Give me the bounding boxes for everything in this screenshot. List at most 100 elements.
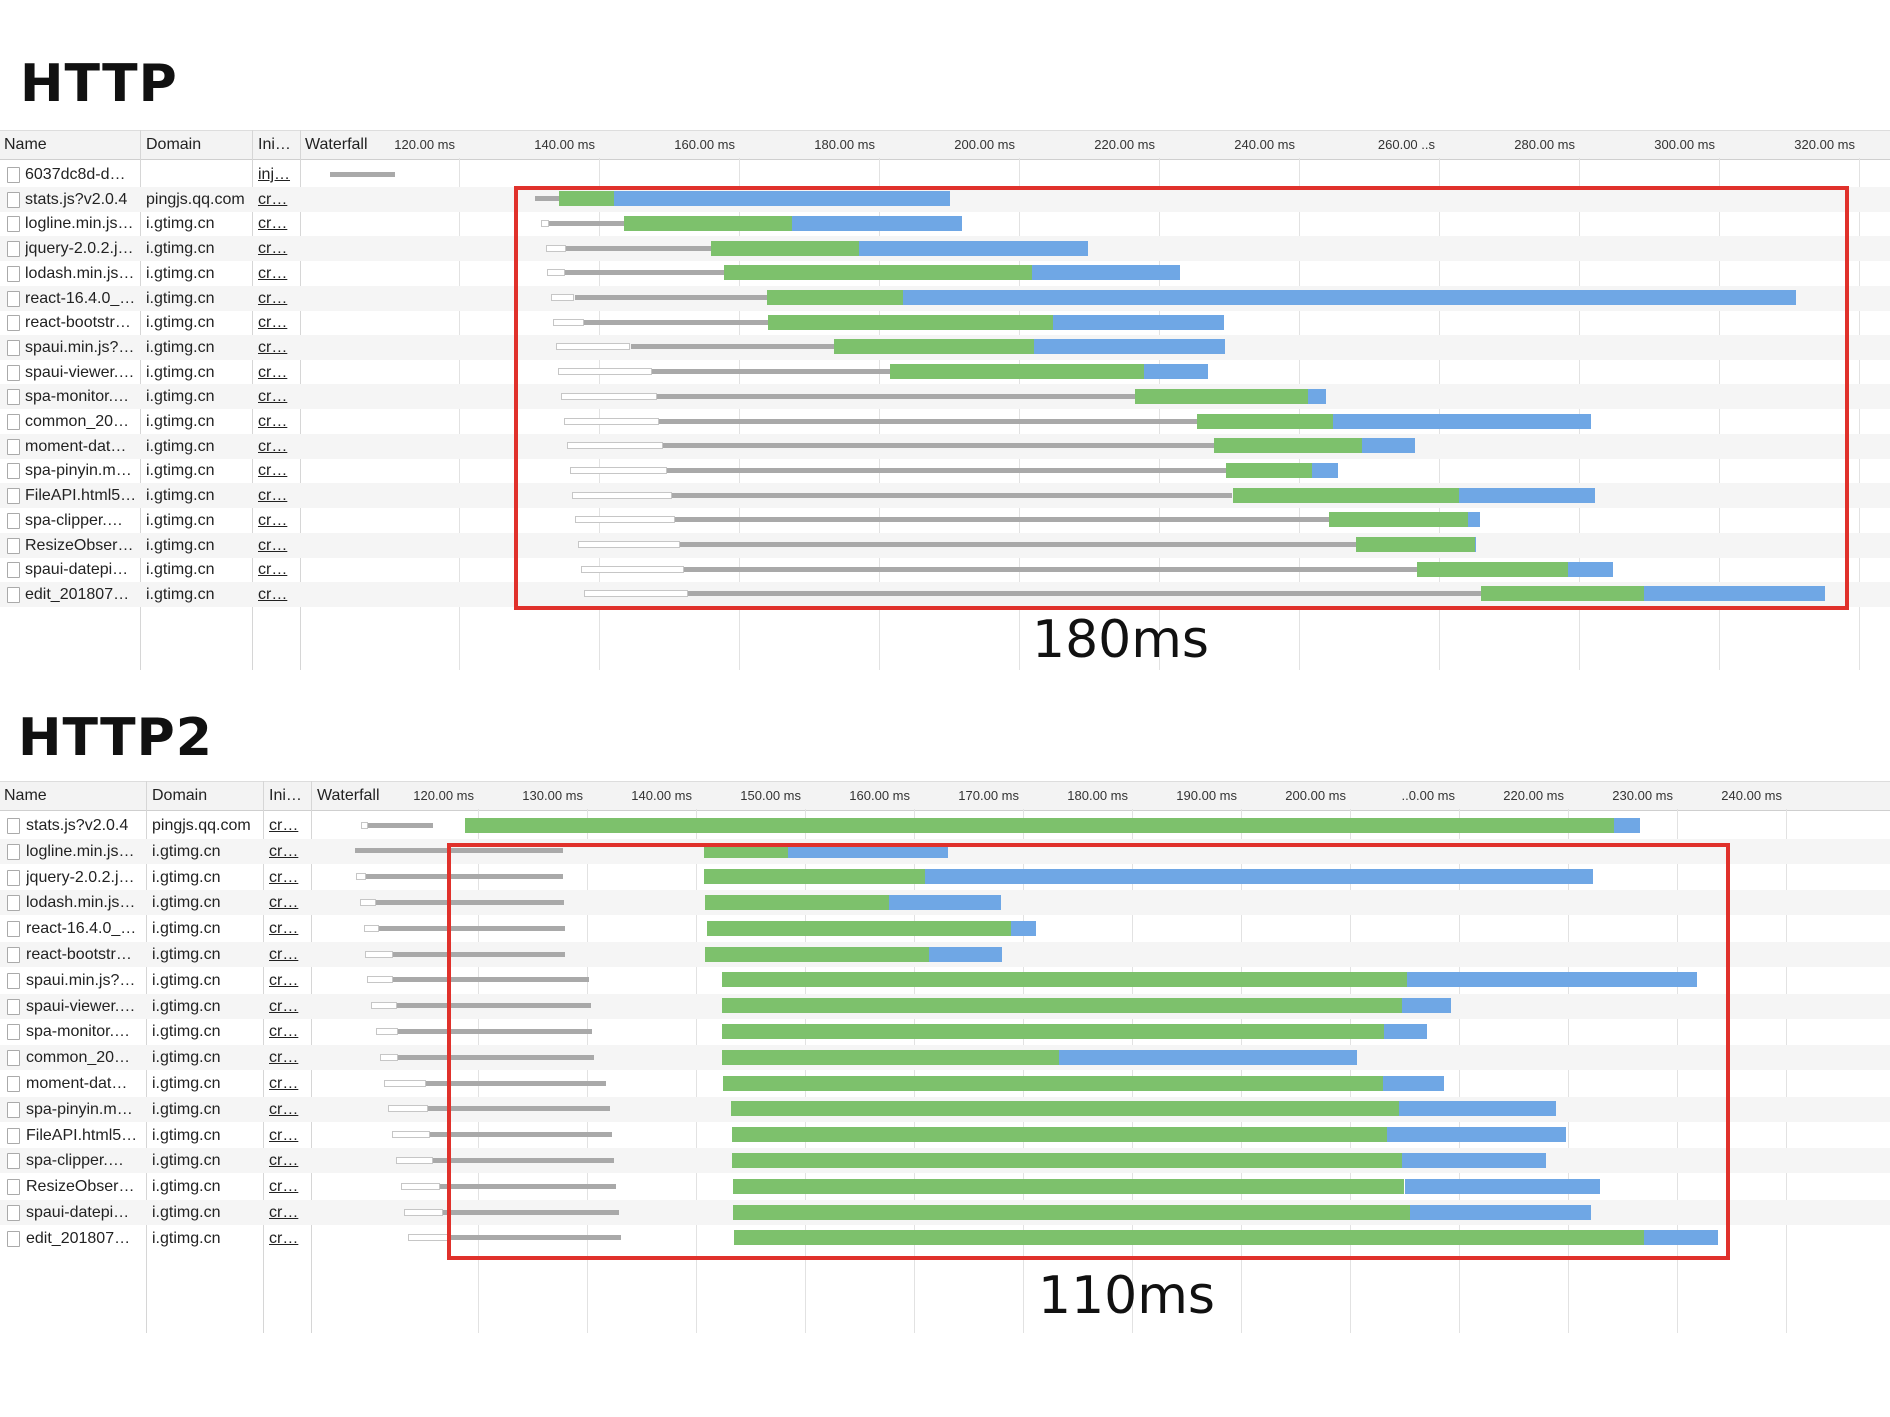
request-name[interactable]: spaui-viewer.…	[25, 363, 135, 381]
timing-waiting-bar[interactable]	[723, 1075, 1383, 1091]
timing-download-bar[interactable]	[1332, 413, 1591, 429]
timing-queued-bar[interactable]	[371, 1002, 398, 1010]
timing-queued-bar[interactable]	[360, 898, 376, 906]
timing-queued-bar[interactable]	[355, 873, 366, 881]
request-initiator-link[interactable]: cr…	[269, 1100, 299, 1118]
timing-waiting-bar[interactable]	[559, 191, 615, 207]
table-row[interactable]: logline.min.js… i.gtimg.cn cr…	[0, 211, 1890, 236]
timing-queued-bar[interactable]	[566, 442, 664, 450]
header-domain[interactable]: Domain	[146, 136, 202, 153]
request-initiator-link[interactable]: cr…	[269, 920, 299, 938]
timing-queued-bar[interactable]	[361, 821, 368, 829]
header-domain[interactable]: Domain	[152, 787, 208, 804]
timing-download-bar[interactable]	[1567, 561, 1614, 577]
timing-download-bar[interactable]	[1058, 1049, 1357, 1065]
header-name[interactable]: Name	[4, 787, 47, 804]
request-initiator-link[interactable]: cr…	[258, 338, 288, 356]
header-initiator[interactable]: Ini…	[269, 787, 302, 804]
timing-stalled-bar[interactable]	[443, 1209, 619, 1215]
timing-queued-bar[interactable]	[384, 1079, 426, 1087]
request-initiator-link[interactable]: cr…	[269, 1178, 299, 1196]
request-name[interactable]: react-bootstr…	[26, 946, 132, 963]
request-initiator-link[interactable]: cr…	[258, 536, 288, 554]
timing-queued-bar[interactable]	[540, 219, 550, 227]
request-initiator-link[interactable]: cr…	[258, 240, 288, 258]
request-name[interactable]: moment-dat…	[26, 1075, 128, 1092]
timing-queued-bar[interactable]	[575, 516, 676, 524]
timing-waiting-bar[interactable]	[704, 894, 889, 910]
timing-stalled-bar[interactable]	[433, 1157, 615, 1163]
timing-queued-bar[interactable]	[366, 976, 393, 984]
request-initiator-link[interactable]: cr…	[258, 437, 288, 455]
request-initiator-link[interactable]: cr…	[269, 1229, 299, 1247]
timing-queued-bar[interactable]	[403, 1208, 444, 1216]
request-initiator-link[interactable]: cr…	[258, 363, 288, 381]
timing-waiting-bar[interactable]	[890, 364, 1144, 380]
table-row[interactable]: jquery-2.0.2.j… i.gtimg.cn cr…	[0, 865, 1890, 890]
timing-download-bar[interactable]	[929, 946, 1003, 962]
timing-waiting-bar[interactable]	[464, 817, 1614, 833]
timing-stalled-bar[interactable]	[398, 1028, 593, 1034]
request-name[interactable]: 6037dc8d-d…	[25, 166, 126, 183]
timing-stalled-bar[interactable]	[430, 1132, 613, 1138]
request-initiator-link[interactable]: cr…	[269, 1204, 299, 1221]
timing-download-bar[interactable]	[1409, 1204, 1591, 1220]
request-name[interactable]: FileAPI.html5…	[26, 1126, 138, 1144]
request-name[interactable]: edit_201807…	[25, 585, 130, 603]
timing-queued-bar[interactable]	[555, 343, 631, 351]
timing-stalled-bar[interactable]	[574, 295, 767, 300]
request-initiator-link[interactable]: cr…	[258, 487, 288, 505]
timing-queued-bar[interactable]	[569, 466, 667, 474]
timing-waiting-bar[interactable]	[733, 1204, 1410, 1220]
timing-waiting-bar[interactable]	[711, 240, 859, 256]
request-name[interactable]: react-16.4.0_…	[26, 920, 137, 938]
header-initiator[interactable]: Ini…	[258, 136, 291, 153]
table-row[interactable]: spaui-datepi… i.gtimg.cn cr…	[0, 1200, 1890, 1225]
timing-queued-bar[interactable]	[387, 1105, 428, 1113]
timing-waiting-bar[interactable]	[722, 972, 1407, 988]
timing-stalled-bar[interactable]	[367, 822, 434, 828]
timing-download-bar[interactable]	[1033, 339, 1225, 355]
timing-waiting-bar[interactable]	[767, 290, 903, 305]
request-initiator-link[interactable]: cr…	[269, 997, 299, 1015]
timing-download-bar[interactable]	[792, 215, 962, 231]
table-row[interactable]: edit_201807… i.gtimg.cn cr…	[0, 1226, 1890, 1251]
request-initiator-link[interactable]: cr…	[258, 585, 288, 603]
request-initiator-link[interactable]: cr…	[269, 817, 299, 834]
request-name[interactable]: spaui.min.js?…	[25, 338, 135, 356]
timing-stalled-bar[interactable]	[392, 977, 590, 983]
timing-waiting-bar[interactable]	[730, 1101, 1400, 1117]
table-row[interactable]: spaui.min.js?… i.gtimg.cn cr…	[0, 968, 1890, 993]
table-row[interactable]: spa-monitor.… i.gtimg.cn cr…	[0, 1019, 1890, 1044]
request-initiator-link[interactable]: cr…	[269, 946, 299, 963]
request-name[interactable]: spa-pinyin.m…	[25, 462, 132, 480]
timing-stalled-bar[interactable]	[439, 1183, 617, 1189]
request-initiator-link[interactable]: inj…	[258, 166, 291, 183]
timing-waiting-bar[interactable]	[1481, 586, 1645, 602]
table-row[interactable]: 6037dc8d-d… inj…	[0, 162, 1890, 187]
timing-stalled-bar[interactable]	[392, 951, 566, 957]
timing-stalled-bar[interactable]	[671, 492, 1233, 498]
table-row[interactable]: stats.js?v2.0.4 pingjs.qq.com cr…	[0, 813, 1890, 838]
timing-waiting-bar[interactable]	[1226, 462, 1312, 478]
request-name[interactable]: spa-monitor.…	[25, 388, 130, 406]
timing-stalled-bar[interactable]	[378, 925, 566, 931]
timing-queued-bar[interactable]	[375, 1027, 399, 1035]
timing-waiting-bar[interactable]	[706, 920, 1011, 936]
timing-queued-bar[interactable]	[379, 1053, 399, 1061]
request-initiator-link[interactable]: cr…	[269, 971, 299, 989]
timing-stalled-bar[interactable]	[398, 1054, 594, 1060]
request-name[interactable]: FileAPI.html5…	[25, 487, 137, 505]
timing-waiting-bar[interactable]	[722, 998, 1403, 1014]
timing-waiting-bar[interactable]	[723, 265, 1032, 281]
table-row[interactable]: ResizeObser… i.gtimg.cn cr…	[0, 1174, 1890, 1199]
timing-waiting-bar[interactable]	[731, 1152, 1403, 1168]
table-row[interactable]: react-bootstr… i.gtimg.cn cr…	[0, 310, 1890, 335]
request-initiator-link[interactable]: cr…	[258, 215, 288, 233]
timing-download-bar[interactable]	[1362, 438, 1415, 454]
timing-stalled-bar[interactable]	[687, 591, 1481, 597]
timing-download-bar[interactable]	[1383, 1023, 1428, 1039]
timing-queued-bar[interactable]	[396, 1156, 434, 1164]
request-initiator-link[interactable]: cr…	[258, 462, 288, 480]
timing-stalled-bar[interactable]	[657, 393, 1136, 399]
